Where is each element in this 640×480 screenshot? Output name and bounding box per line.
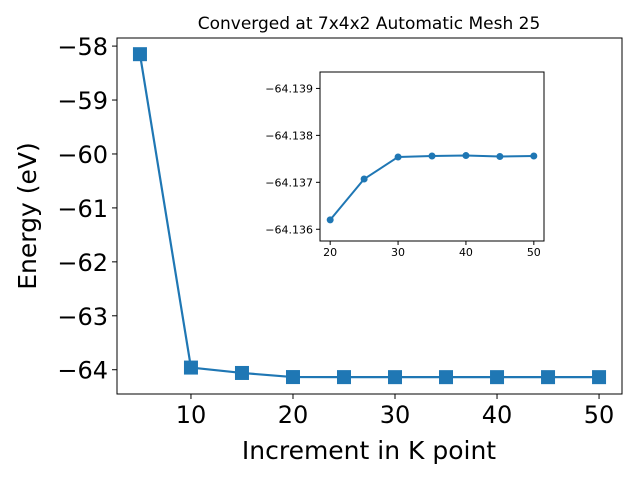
main-plot-frame <box>116 37 623 395</box>
x-tick-label: 40 <box>482 401 513 429</box>
data-point <box>388 370 403 385</box>
y-tick-label: −59 <box>57 87 108 115</box>
data-point <box>462 152 470 160</box>
data-point <box>326 216 334 224</box>
main-chart: Converged at 7x4x2 Automatic Mesh 25 10 2… <box>13 14 623 465</box>
x-tick-label: 40 <box>459 246 473 259</box>
chart-title: Converged at 7x4x2 Automatic Mesh 25 <box>198 14 541 34</box>
data-point <box>183 360 198 375</box>
data-point <box>336 370 351 385</box>
x-axis-label: Increment in K point <box>242 436 496 465</box>
x-tick-label: 30 <box>380 401 411 429</box>
inset-series <box>326 152 538 224</box>
inset-chart: 20 30 40 50 −64.139 −64.138 −64.137 −64.136 <box>265 71 545 259</box>
data-point <box>394 153 402 161</box>
y-tick-label: −64.139 <box>265 82 313 95</box>
series-line <box>138 54 600 379</box>
y-tick-label: −60 <box>57 141 108 169</box>
x-tick-label: 20 <box>323 246 337 259</box>
x-tick-label: 50 <box>527 246 541 259</box>
x-tick-label: 10 <box>176 401 207 429</box>
x-tick-label: 50 <box>584 401 615 429</box>
y-tick-label: −62 <box>57 249 108 277</box>
data-point <box>530 152 538 160</box>
x-tick-label: 20 <box>278 401 309 429</box>
data-point <box>285 370 300 385</box>
inset-axis-ticks: 20 30 40 50 −64.139 −64.138 −64.137 −64.136 <box>265 82 541 259</box>
data-point <box>132 47 147 62</box>
y-tick-label: −63 <box>57 303 108 331</box>
data-point <box>428 152 436 160</box>
data-point <box>490 370 505 385</box>
x-tick-label: 30 <box>391 246 405 259</box>
data-point <box>541 370 556 385</box>
y-tick-label: −61 <box>57 195 108 223</box>
main-axis-ticks: 10 20 30 40 50 −58 −59 −60 −61 −62 −63 −64 <box>57 33 614 429</box>
y-tick-label: −64.136 <box>265 223 313 236</box>
y-axis-label: Energy (eV) <box>13 142 42 289</box>
data-point <box>496 153 504 160</box>
data-point <box>439 370 454 385</box>
main-series <box>132 47 607 385</box>
data-point <box>360 175 368 183</box>
y-tick-label: −64.137 <box>265 176 313 189</box>
y-tick-label: −64 <box>57 357 108 385</box>
data-point <box>234 365 249 380</box>
data-point <box>592 370 607 385</box>
y-tick-label: −64.138 <box>265 129 313 142</box>
y-tick-label: −58 <box>57 33 108 61</box>
